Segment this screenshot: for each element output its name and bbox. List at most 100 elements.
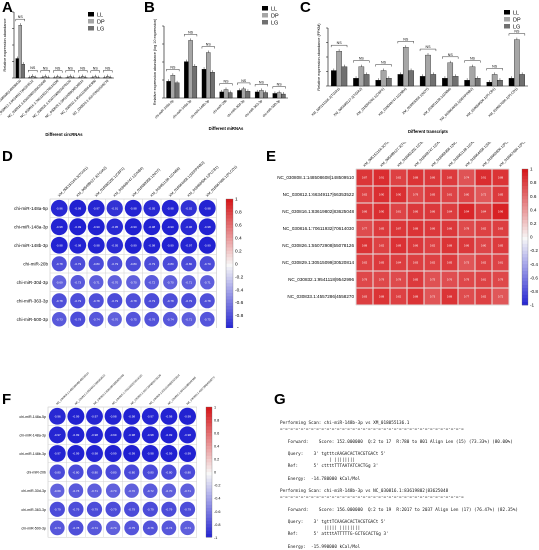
corr-circle (198, 199, 216, 217)
corr-value: -0.80 (54, 470, 61, 474)
corr-circle (104, 407, 122, 425)
bar (491, 74, 498, 87)
bar (237, 90, 242, 99)
corr-square (356, 271, 373, 288)
corr-value: 0.86 (447, 227, 453, 231)
corr-value: -0.98 (91, 433, 98, 437)
colorbar-tick: 0 (214, 471, 216, 475)
colorbar-tick: -0.4 (214, 497, 221, 501)
scan-line: Performing Scan: chi-miR-148b-3p vs NC_0… (280, 489, 449, 494)
colorbar-frame (225, 198, 234, 328)
bar (331, 70, 337, 87)
colorbar-segment (522, 203, 528, 207)
corr-circle (86, 445, 103, 462)
corr-square (407, 186, 424, 203)
bar (386, 78, 392, 87)
colorbar-segment (206, 485, 212, 489)
row-label: chi-miR-148b-3p (19, 452, 46, 456)
corr-circle (123, 426, 141, 444)
corr-circle (162, 311, 178, 327)
corr-value: -0.97 (91, 415, 98, 419)
sig-label: NS (470, 57, 476, 61)
corr-value: -0.73 (56, 317, 63, 321)
corr-value: 0.88 (379, 295, 385, 299)
colorbar-segment (206, 426, 212, 431)
sig-label: NS (18, 15, 24, 19)
legend-swatch (88, 12, 94, 17)
sig-bracket (237, 82, 251, 85)
colorbar-tick: 0.2 (530, 221, 537, 226)
corr-value: -0.99 (110, 433, 117, 437)
corr-value: -0.99 (166, 452, 173, 456)
colorbar-segment (206, 420, 212, 424)
corr-value: 0.82 (396, 176, 402, 180)
colorbar-segment (226, 273, 233, 277)
sig-label: NS (426, 45, 432, 49)
colorbar-tick: 0.6 (235, 223, 242, 229)
corr-value: -0.96 (56, 206, 63, 210)
corr-square (458, 169, 475, 186)
row-label: chi-miR-148a-3p (14, 224, 48, 229)
corr-value: -0.99 (74, 225, 81, 229)
colorbar-tick: -0.6 (530, 275, 538, 280)
colorbar-segment (206, 517, 212, 522)
colorbar-segment (522, 298, 528, 302)
bar (219, 91, 225, 99)
bar-chart-c: NSXM_005151166.3(TGIA1)NSXM_005699127.3(… (311, 10, 528, 134)
corr-circle (141, 426, 159, 444)
corr-circle (107, 293, 123, 309)
corr-value: -0.80 (184, 470, 191, 474)
corr-circle (160, 426, 178, 444)
corr-value: 0.87 (362, 176, 368, 180)
corr-value: -0.99 (166, 433, 173, 437)
sig-label: NS (93, 67, 99, 71)
corr-circle (124, 199, 142, 217)
colorbar-segment (226, 299, 233, 303)
corr-circle (198, 236, 216, 254)
colorbar-tick: 1 (235, 197, 238, 203)
colorbar-tick: -0.4 (235, 287, 244, 293)
corr-value: -0.74 (93, 317, 100, 321)
colorbar-segment (206, 504, 212, 509)
corr-value: -0.76 (147, 526, 154, 530)
corr-circle (67, 407, 85, 425)
colorbar-segment (522, 175, 528, 180)
bar (452, 76, 459, 87)
corr-value: 0.85 (413, 278, 419, 282)
row-label: chi-miR-30d-3p (21, 489, 46, 493)
colorbar-segment (226, 208, 233, 213)
colorbar-segment (226, 325, 233, 328)
corr-square (407, 288, 424, 305)
colorbar-tick: 0.4 (235, 235, 242, 241)
corr-circle (181, 312, 196, 327)
colorbar-segment (206, 524, 212, 528)
corr-value: 0.79 (362, 278, 368, 282)
bar (519, 74, 525, 87)
corr-circle (70, 311, 86, 327)
bar (363, 74, 370, 87)
corr-circle (87, 199, 105, 217)
bar-chart-b: NSchi-miR-148a-5pNSchi-miR-148a-3pNSchi-… (153, 6, 288, 131)
corr-square (390, 220, 407, 237)
colorbar-segment (522, 230, 528, 234)
sig-bracket (486, 68, 503, 71)
colorbar-segment (206, 507, 212, 512)
corr-value: 0.81 (481, 278, 487, 282)
colorbar-tick: 0.8 (530, 180, 537, 185)
x-axis-label: Different miRNAs (209, 126, 244, 131)
colorbar-tick: -0.6 (235, 300, 244, 306)
corr-square (424, 254, 441, 271)
corr-value: -0.99 (128, 452, 135, 456)
colorbar-segment (522, 182, 528, 187)
legend-label: LG (271, 20, 278, 26)
corr-value: 0.80 (481, 244, 487, 248)
sig-bracket (330, 45, 348, 48)
row-label: NC_030826.1:55072908|55078126 (282, 243, 354, 248)
colorbar-segment (226, 318, 233, 323)
panel-label-g: G (274, 391, 286, 408)
panel-b: B NS chi-miR-148a-5p NS chi-miR-148a-3p NS ch… (142, 0, 292, 140)
panel-f: F -0.96 -0.99 -0.97 -0.98 -0.98 -0.97 -0.98 -0.… (0, 355, 270, 550)
corr-square (492, 254, 509, 271)
colorbar-segment (522, 291, 528, 296)
bar (21, 64, 25, 79)
